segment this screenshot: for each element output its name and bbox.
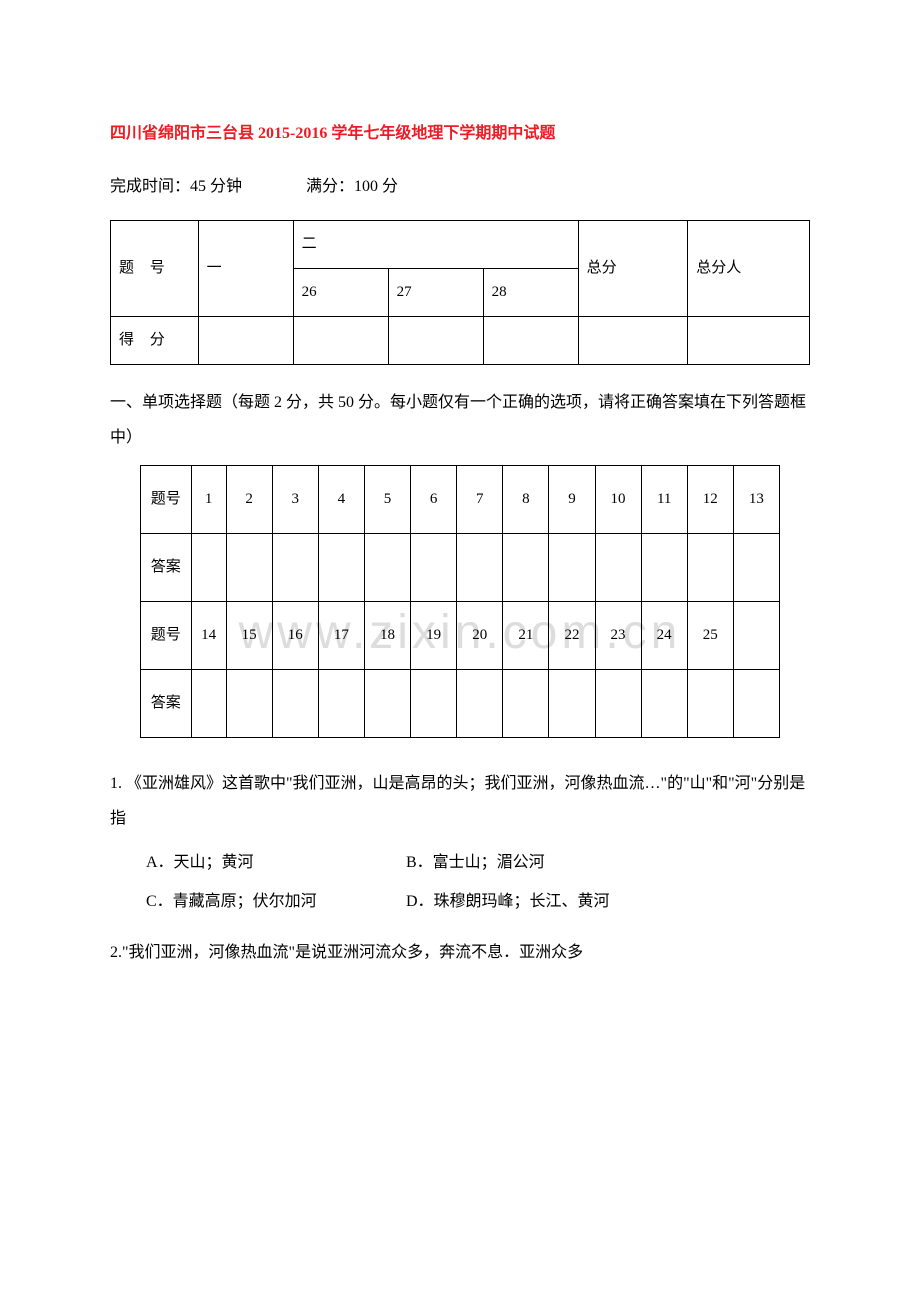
fullscore-label: 满分：100 分 — [306, 178, 398, 195]
answer-cell — [503, 533, 549, 601]
qnum-cell: 23 — [595, 601, 641, 669]
answer-cell — [641, 669, 687, 737]
answer-cell — [595, 669, 641, 737]
option-b: B．富士山；湄公河 — [406, 844, 545, 882]
qnum-cell: 11 — [641, 465, 687, 533]
table-row: 答案 — [141, 533, 780, 601]
qnum-cell: 22 — [549, 601, 595, 669]
answer-cell — [318, 669, 364, 737]
qnum-cell: 5 — [364, 465, 410, 533]
answer-cell — [191, 533, 226, 601]
option-d: D．珠穆朗玛峰；长江、黄河 — [406, 883, 610, 921]
qnum-cell: 25 — [687, 601, 733, 669]
answer-cell — [191, 669, 226, 737]
table-row: 题 号 一 二 总分 总分人 — [111, 220, 810, 268]
qnum-cell: 8 — [503, 465, 549, 533]
exam-meta: 完成时间：45 分钟 满分：100 分 — [110, 173, 810, 202]
qnum-cell: 19 — [411, 601, 457, 669]
answer-cell — [226, 669, 272, 737]
subcol-26: 26 — [293, 268, 388, 316]
col-section-two: 二 — [293, 220, 578, 268]
document-content: 四川省绵阳市三台县 2015-2016 学年七年级地理下学期期中试题 完成时间：… — [110, 120, 810, 970]
score-cell — [688, 316, 810, 364]
qnum-cell: 18 — [364, 601, 410, 669]
qnum-cell — [733, 601, 779, 669]
answer-cell — [272, 669, 318, 737]
answer-cell — [549, 669, 595, 737]
score-summary-table: 题 号 一 二 总分 总分人 26 27 28 得 分 — [110, 220, 810, 365]
qnum-cell: 4 — [318, 465, 364, 533]
answer-cell — [733, 533, 779, 601]
qnum-cell: 1 — [191, 465, 226, 533]
row-header-a: 答案 — [141, 669, 192, 737]
qnum-cell: 6 — [411, 465, 457, 533]
qnum-cell: 17 — [318, 601, 364, 669]
table-row: 题号 1 2 3 4 5 6 7 8 9 10 11 12 13 — [141, 465, 780, 533]
row-header-score: 得 分 — [111, 316, 199, 364]
option-line-ab: A．天山；黄河 B．富士山；湄公河 — [146, 844, 810, 882]
answer-cell — [318, 533, 364, 601]
answer-cell — [364, 533, 410, 601]
time-label: 完成时间：45 分钟 — [110, 178, 242, 195]
answer-cell — [503, 669, 549, 737]
row-header-number: 题 号 — [111, 220, 199, 316]
answer-sheet-table: 题号 1 2 3 4 5 6 7 8 9 10 11 12 13 答案 — [140, 465, 780, 738]
subcol-28: 28 — [483, 268, 578, 316]
answer-cell — [364, 669, 410, 737]
row-header-q: 题号 — [141, 601, 192, 669]
answer-cell — [226, 533, 272, 601]
question-1-options: A．天山；黄河 B．富士山；湄公河 C．青藏高原；伏尔加河 D．珠穆朗玛峰；长江… — [110, 844, 810, 921]
score-cell — [198, 316, 293, 364]
answer-cell — [687, 669, 733, 737]
answer-cell — [595, 533, 641, 601]
option-c: C．青藏高原；伏尔加河 — [146, 883, 406, 921]
answer-cell — [272, 533, 318, 601]
answer-cell — [411, 533, 457, 601]
row-header-q: 题号 — [141, 465, 192, 533]
answer-cell — [733, 669, 779, 737]
answer-cell — [457, 669, 503, 737]
table-row: 题号 14 15 16 17 18 19 20 21 22 23 24 25 — [141, 601, 780, 669]
answer-cell — [549, 533, 595, 601]
score-cell — [483, 316, 578, 364]
table-row: 答案 — [141, 669, 780, 737]
qnum-cell: 21 — [503, 601, 549, 669]
answer-cell — [411, 669, 457, 737]
qnum-cell: 14 — [191, 601, 226, 669]
qnum-cell: 20 — [457, 601, 503, 669]
option-a: A．天山；黄河 — [146, 844, 406, 882]
score-cell — [578, 316, 688, 364]
qnum-cell: 2 — [226, 465, 272, 533]
answer-cell — [457, 533, 503, 601]
score-cell — [388, 316, 483, 364]
section-one-heading: 一、单项选择题（每题 2 分，共 50 分。每小题仅有一个正确的选项，请将正确答… — [110, 385, 810, 455]
table-row: 得 分 — [111, 316, 810, 364]
col-scorer: 总分人 — [688, 220, 810, 316]
question-1-text: 1. 《亚洲雄风》这首歌中"我们亚洲，山是高昂的头；我们亚洲，河像热血流…"的"… — [110, 766, 810, 836]
score-cell — [293, 316, 388, 364]
qnum-cell: 13 — [733, 465, 779, 533]
qnum-cell: 7 — [457, 465, 503, 533]
qnum-cell: 10 — [595, 465, 641, 533]
qnum-cell: 15 — [226, 601, 272, 669]
qnum-cell: 9 — [549, 465, 595, 533]
question-2-text: 2."我们亚洲，河像热血流"是说亚洲河流众多，奔流不息．亚洲众多 — [110, 935, 810, 970]
qnum-cell: 3 — [272, 465, 318, 533]
page-title: 四川省绵阳市三台县 2015-2016 学年七年级地理下学期期中试题 — [110, 120, 810, 149]
qnum-cell: 16 — [272, 601, 318, 669]
answer-cell — [687, 533, 733, 601]
row-header-a: 答案 — [141, 533, 192, 601]
option-line-cd: C．青藏高原；伏尔加河 D．珠穆朗玛峰；长江、黄河 — [146, 883, 810, 921]
qnum-cell: 12 — [687, 465, 733, 533]
qnum-cell: 24 — [641, 601, 687, 669]
col-total: 总分 — [578, 220, 688, 316]
answer-cell — [641, 533, 687, 601]
subcol-27: 27 — [388, 268, 483, 316]
col-section-one: 一 — [198, 220, 293, 316]
